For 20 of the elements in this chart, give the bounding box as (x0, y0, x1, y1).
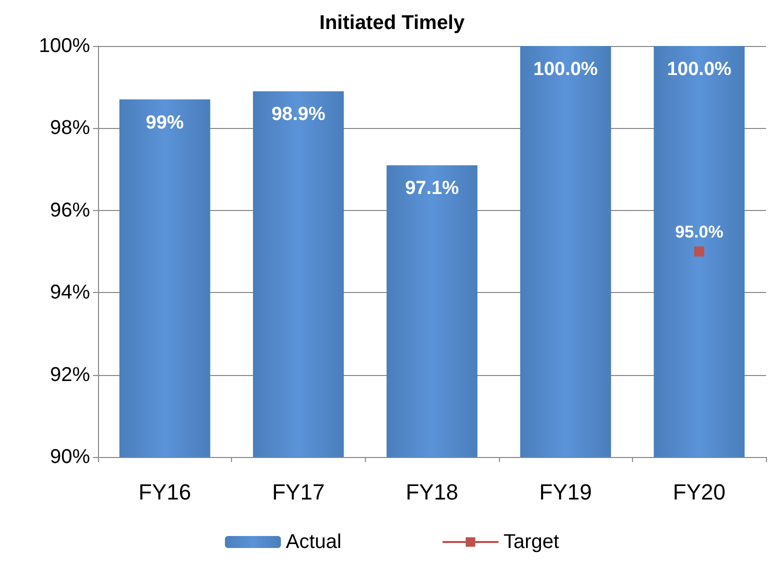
data-label: 98.9% (271, 104, 326, 126)
x-tick-label: FY16 (138, 480, 192, 504)
x-tick-label: FY19 (539, 480, 592, 504)
x-tick-label: FY20 (672, 480, 726, 504)
data-label: 100.0% (666, 59, 732, 80)
chart-title: Initiated Timely (319, 12, 466, 34)
data-label: 97.1% (405, 178, 460, 200)
y-tick-label: 92% (50, 364, 90, 386)
x-tick-label: FY17 (272, 480, 325, 504)
legend-label: Target (504, 531, 560, 553)
data-label: 99% (146, 112, 184, 134)
y-tick-label: 90% (50, 446, 90, 468)
y-tick-label: 96% (50, 199, 90, 222)
y-tick-label: 94% (50, 282, 90, 304)
x-tick-label: FY18 (406, 480, 458, 504)
y-tick-label: 98% (50, 117, 90, 140)
data-label: 95.0% (675, 222, 724, 242)
data-label: 100.0% (533, 59, 598, 80)
legend-label: Actual (286, 531, 342, 553)
y-tick-label: 100% (38, 35, 90, 57)
